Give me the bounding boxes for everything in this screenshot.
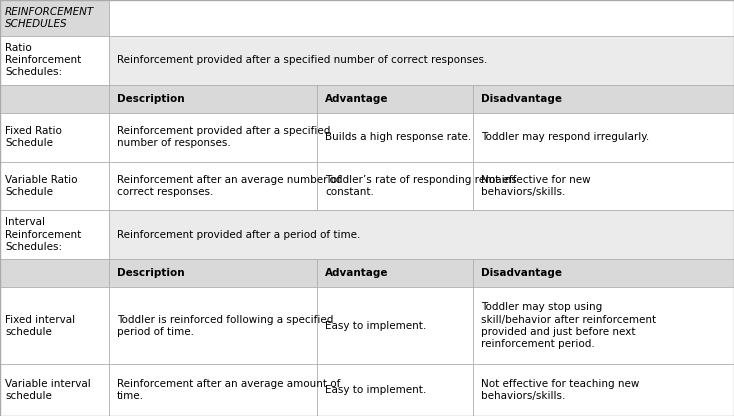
- Text: Reinforcement provided after a period of time.: Reinforcement provided after a period of…: [117, 230, 360, 240]
- Bar: [109, 161, 317, 210]
- Bar: [473, 84, 734, 113]
- Text: Interval
Reinforcement
Schedules:: Interval Reinforcement Schedules:: [5, 218, 81, 252]
- Text: Ratio
Reinforcement
Schedules:: Ratio Reinforcement Schedules:: [5, 43, 81, 77]
- Bar: [317, 259, 473, 287]
- Bar: [473, 364, 734, 416]
- Text: Reinforcement provided after a specified number of correct responses.: Reinforcement provided after a specified…: [117, 55, 487, 65]
- Bar: [317, 84, 473, 113]
- Bar: [0, 287, 109, 364]
- Text: Easy to implement.: Easy to implement.: [325, 385, 426, 395]
- Bar: [109, 84, 317, 113]
- Bar: [109, 364, 317, 416]
- Text: Variable interval
schedule: Variable interval schedule: [5, 379, 91, 401]
- Text: Not effective for new
behaviors/skills.: Not effective for new behaviors/skills.: [481, 175, 590, 197]
- Bar: [0, 259, 109, 287]
- Bar: [0, 210, 109, 259]
- Bar: [109, 259, 317, 287]
- Text: Variable Ratio
Schedule: Variable Ratio Schedule: [5, 175, 78, 197]
- Bar: [473, 113, 734, 161]
- Text: Builds a high response rate.: Builds a high response rate.: [325, 132, 471, 142]
- Text: Fixed interval
schedule: Fixed interval schedule: [5, 314, 75, 337]
- Bar: [109, 113, 317, 161]
- Text: Disadvantage: Disadvantage: [481, 94, 562, 104]
- Bar: [0, 113, 109, 161]
- Bar: [0, 161, 109, 210]
- Bar: [473, 287, 734, 364]
- Text: Advantage: Advantage: [325, 268, 388, 278]
- Bar: [0, 0, 109, 36]
- Text: Toddler is reinforced following a specified
period of time.: Toddler is reinforced following a specif…: [117, 314, 333, 337]
- Text: Not effective for teaching new
behaviors/skills.: Not effective for teaching new behaviors…: [481, 379, 639, 401]
- Text: Reinforcement after an average amount of
time.: Reinforcement after an average amount of…: [117, 379, 340, 401]
- Bar: [109, 210, 734, 259]
- Bar: [473, 259, 734, 287]
- Bar: [109, 287, 317, 364]
- Text: Fixed Ratio
Schedule: Fixed Ratio Schedule: [5, 126, 62, 148]
- Text: REINFORCEMENT
SCHEDULES: REINFORCEMENT SCHEDULES: [5, 7, 94, 29]
- Text: Toddler may stop using
skill/behavior after reinforcement
provided and just befo: Toddler may stop using skill/behavior af…: [481, 302, 655, 349]
- Text: Reinforcement after an average number of
correct responses.: Reinforcement after an average number of…: [117, 175, 341, 197]
- Text: Description: Description: [117, 94, 184, 104]
- Text: Easy to implement.: Easy to implement.: [325, 321, 426, 331]
- Bar: [317, 113, 473, 161]
- Text: Advantage: Advantage: [325, 94, 388, 104]
- Bar: [109, 0, 734, 36]
- Bar: [473, 161, 734, 210]
- Text: Reinforcement provided after a specified
number of responses.: Reinforcement provided after a specified…: [117, 126, 330, 148]
- Bar: [0, 84, 109, 113]
- Bar: [317, 287, 473, 364]
- Bar: [109, 36, 734, 84]
- Text: Description: Description: [117, 268, 184, 278]
- Text: Toddler’s rate of responding remains
constant.: Toddler’s rate of responding remains con…: [325, 175, 517, 197]
- Bar: [317, 364, 473, 416]
- Bar: [0, 36, 109, 84]
- Bar: [0, 364, 109, 416]
- Text: Toddler may respond irregularly.: Toddler may respond irregularly.: [481, 132, 649, 142]
- Bar: [317, 161, 473, 210]
- Text: Disadvantage: Disadvantage: [481, 268, 562, 278]
